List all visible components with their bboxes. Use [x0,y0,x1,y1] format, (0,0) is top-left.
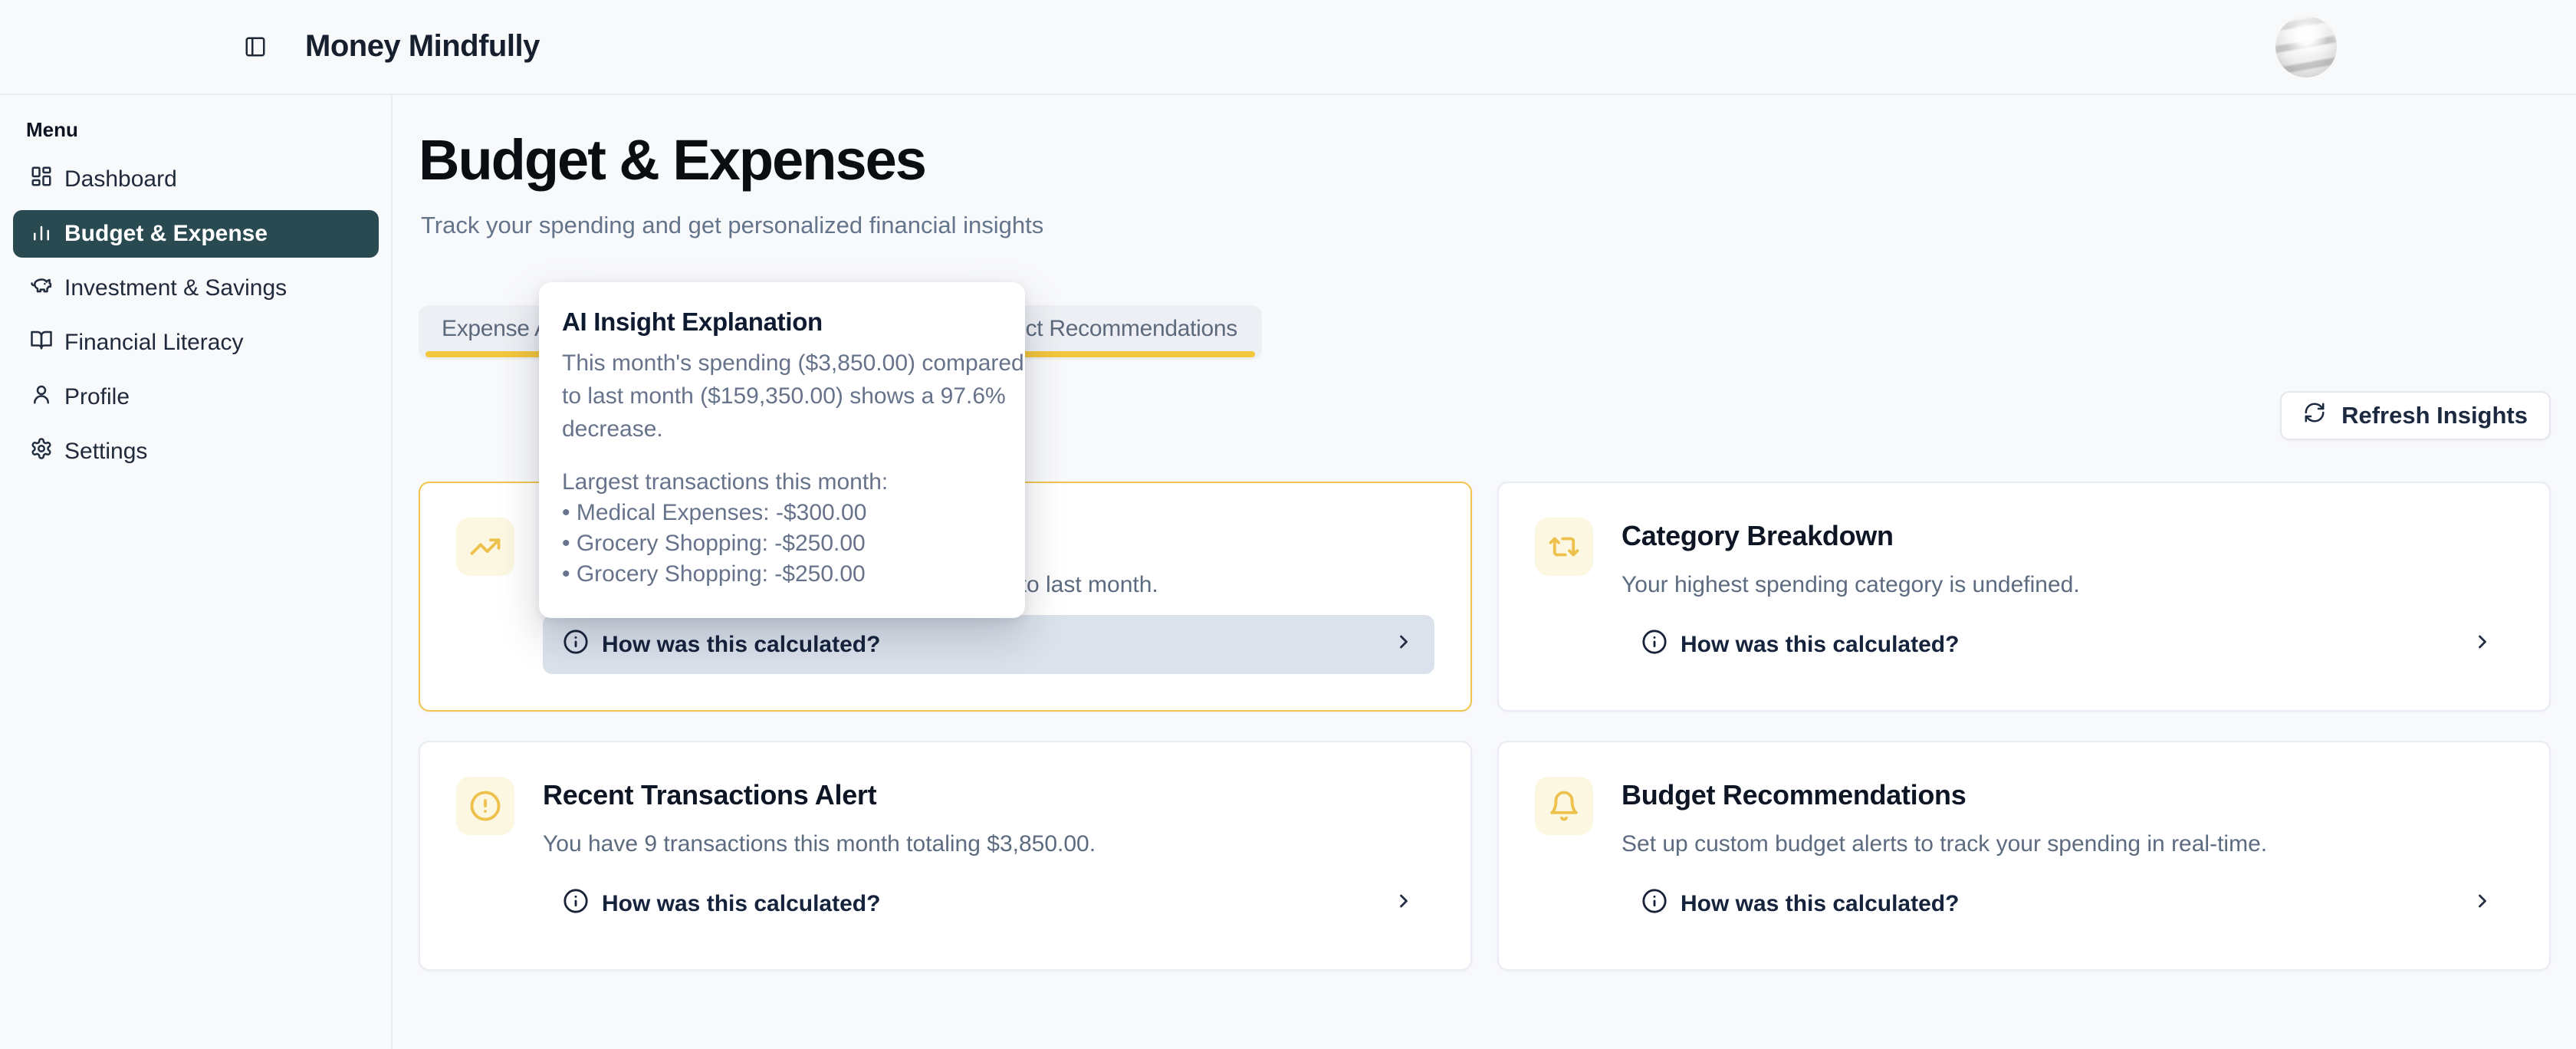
info-icon [563,888,589,920]
how-calculated-label: How was this calculated? [602,890,881,916]
avatar[interactable] [2275,16,2337,77]
popover-transactions-heading: Largest transactions this month: [562,469,889,495]
sidebar-toggle-button[interactable] [244,35,267,58]
bell-icon [1535,777,1593,835]
book-open-icon [30,328,53,357]
how-calculated-label: How was this calculated? [602,631,881,657]
card-recent-transactions-alert: Recent Transactions Alert You have 9 tra… [419,741,1472,971]
sidebar-item-settings[interactable]: Settings [13,428,379,475]
main-content: Budget & Expenses Track your spending an… [393,95,2576,1049]
card-body: Category Breakdown Your highest spending… [1622,518,2513,676]
card-body: Budget Recommendations Set up custom bud… [1622,777,2513,935]
chevron-right-icon [1393,890,1414,918]
piggy-bank-icon [30,274,53,303]
card-title: Budget Recommendations [1622,779,1967,811]
popover-transaction-item: • Medical Expenses: -$300.00 [562,500,867,525]
chevron-right-icon [1393,631,1414,659]
refresh-insights-button[interactable]: Refresh Insights [2280,391,2551,440]
sidebar: Menu Dashboard Budget & Expense Investme… [0,95,393,1049]
bar-chart-icon [30,219,53,248]
app-title: Money Mindfully [305,29,540,63]
sidebar-item-label: Settings [64,439,148,464]
how-calculated-label: How was this calculated? [1681,631,1960,657]
sidebar-item-label: Financial Literacy [64,330,244,355]
trending-up-icon [456,518,514,576]
panel-left-icon [244,37,267,61]
alert-circle-icon [456,777,514,835]
popover-title: AI Insight Explanation [562,307,823,336]
gear-icon [30,437,53,466]
how-calculated-link[interactable]: How was this calculated? [543,615,1434,674]
card-body: Recent Transactions Alert You have 9 tra… [543,777,1434,935]
info-icon [1641,888,1668,920]
popover-transaction-item: • Grocery Shopping: -$250.00 [562,531,866,556]
refresh-icon [2303,401,2326,430]
repeat-icon [1535,518,1593,576]
card-title: Recent Transactions Alert [543,779,877,811]
how-calculated-link[interactable]: How was this calculated? [1622,615,2513,674]
sidebar-item-dashboard[interactable]: Dashboard [13,156,379,203]
card-description: Set up custom budget alerts to track you… [1622,831,2268,857]
info-icon [1641,629,1668,661]
sidebar-item-budget-expense[interactable]: Budget & Expense [13,210,379,258]
sidebar-item-label: Profile [64,384,130,409]
page-subtitle: Track your spending and get personalized… [421,212,1044,238]
sidebar-item-label: Dashboard [64,166,177,192]
popover-body: This month's spending ($3,850.00) compar… [562,350,1024,442]
popover-transaction-item: • Grocery Shopping: -$250.00 [562,561,866,587]
insight-cards-grid: Your spending decreased by 97.6% compare… [419,482,2551,971]
card-category-breakdown: Category Breakdown Your highest spending… [1497,482,2551,712]
info-icon [563,629,589,661]
how-calculated-label: How was this calculated? [1681,890,1960,916]
refresh-insights-label: Refresh Insights [2341,402,2528,429]
card-title: Category Breakdown [1622,520,1894,551]
sidebar-nav: Dashboard Budget & Expense Investment & … [13,156,379,475]
how-calculated-link[interactable]: How was this calculated? [1622,874,2513,933]
card-budget-recommendations: Budget Recommendations Set up custom bud… [1497,741,2551,971]
chevron-right-icon [2472,631,2493,659]
how-calculated-link[interactable]: How was this calculated? [543,874,1434,933]
user-icon [30,383,53,412]
header: Money Mindfully [0,0,2576,95]
page-title: Budget & Expenses [419,128,927,192]
sidebar-item-profile[interactable]: Profile [13,373,379,421]
card-description: You have 9 transactions this month total… [543,831,1096,857]
sidebar-menu-label: Menu [26,118,78,141]
sidebar-item-label: Budget & Expense [64,221,268,246]
sidebar-item-financial-literacy[interactable]: Financial Literacy [13,319,379,367]
dashboard-icon [30,165,53,194]
chevron-right-icon [2472,890,2493,918]
card-description: Your highest spending category is undefi… [1622,572,2080,597]
sidebar-item-label: Investment & Savings [64,275,288,301]
sidebar-item-investment-savings[interactable]: Investment & Savings [13,265,379,312]
ai-insight-popover: AI Insight Explanation This month's spen… [539,282,1025,618]
